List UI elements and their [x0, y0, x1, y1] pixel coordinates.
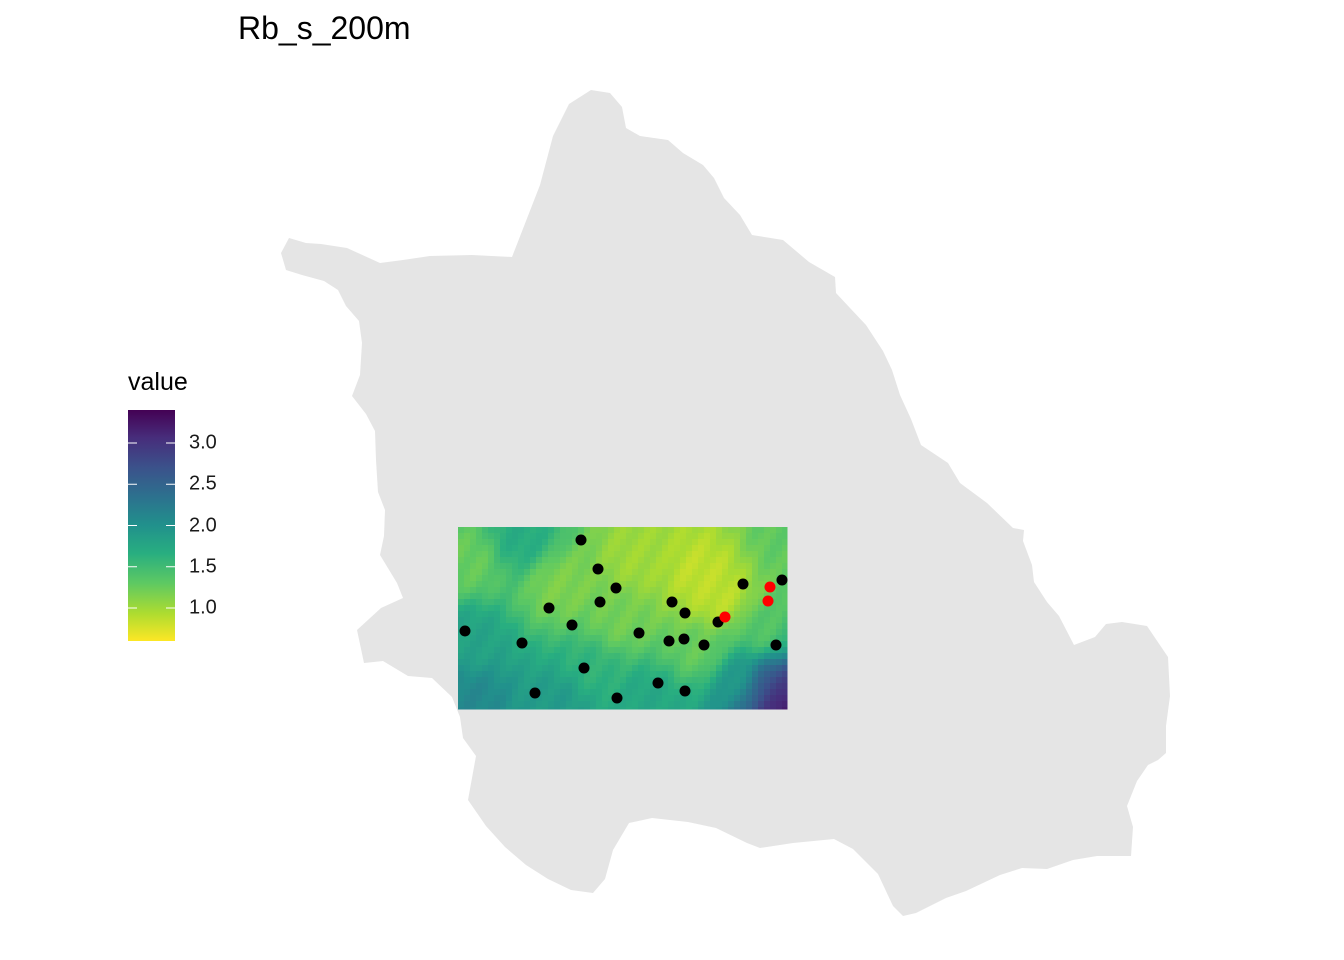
raster-layer: [458, 527, 788, 710]
sample-point-highlight: [719, 611, 731, 623]
sample-point: [529, 687, 541, 699]
sample-point: [652, 677, 664, 689]
sample-points: [459, 534, 788, 704]
sample-point: [459, 625, 471, 637]
sample-point: [516, 637, 528, 649]
legend-tick-label: 2.5: [189, 472, 217, 495]
sample-point: [566, 619, 578, 631]
sample-point: [663, 635, 675, 647]
legend-title: value: [128, 368, 188, 396]
legend-tick-label: 1.0: [189, 596, 217, 619]
sample-point: [578, 662, 590, 674]
legend-tick-label: 1.5: [189, 555, 217, 578]
sample-point: [610, 582, 622, 594]
sample-point: [666, 596, 678, 608]
region-boundary: [281, 90, 1170, 916]
sample-point: [594, 596, 606, 608]
sample-point: [679, 685, 691, 697]
sample-point: [592, 563, 604, 575]
legend-tick-label: 2.0: [189, 514, 217, 536]
sample-point-highlight: [762, 595, 774, 607]
sample-point: [679, 607, 691, 619]
sample-point: [575, 534, 587, 546]
legend-tick-label: 3.0: [189, 431, 217, 454]
map-title: Rb_s_200m: [238, 10, 411, 46]
sample-point: [737, 578, 749, 590]
sample-point: [633, 627, 645, 639]
legend-colorbar: [128, 410, 175, 641]
sample-point: [611, 692, 623, 704]
sample-point: [776, 574, 788, 586]
sample-point: [678, 633, 690, 645]
sample-point: [698, 639, 710, 651]
sample-point-highlight: [764, 581, 776, 593]
sample-point: [543, 602, 555, 614]
sample-point: [770, 639, 782, 651]
